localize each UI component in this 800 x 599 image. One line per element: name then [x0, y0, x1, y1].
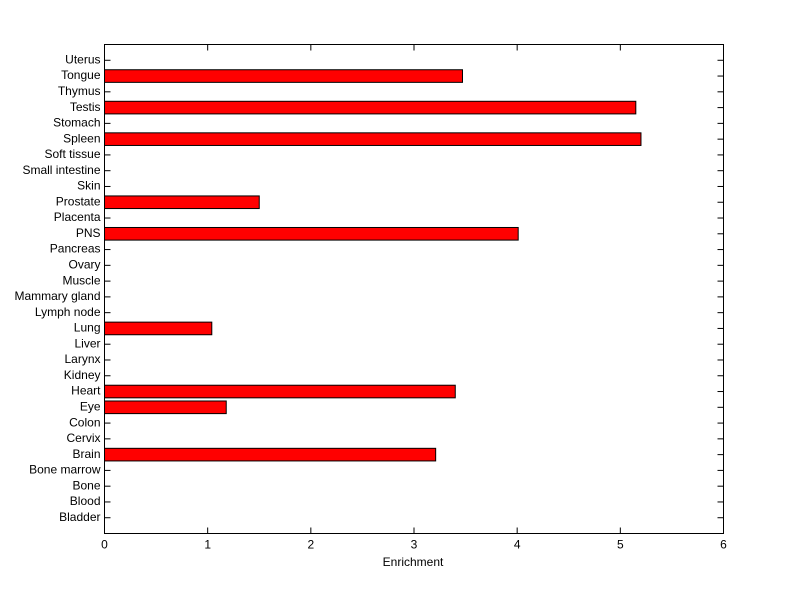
y-tick-label: Ovary — [68, 258, 100, 272]
bar — [104, 195, 260, 210]
y-tick-label: Mammary gland — [14, 289, 100, 303]
y-tick-label: Testis — [70, 100, 101, 114]
y-tick-label: Blood — [70, 494, 101, 508]
y-tick-label: Thymus — [58, 84, 101, 98]
x-axis-label: Enrichment — [383, 555, 444, 569]
x-tick-label: 4 — [514, 538, 521, 552]
y-tick-label: Bladder — [59, 510, 100, 524]
bar — [104, 447, 437, 462]
y-tick-label: Small intestine — [22, 163, 100, 177]
y-tick-label: Pancreas — [50, 242, 101, 256]
bar — [104, 69, 463, 83]
y-tick-label: Tongue — [61, 68, 101, 82]
y-tick-label: Colon — [69, 415, 100, 429]
y-tick-label: Spleen — [63, 131, 100, 145]
bar — [104, 226, 519, 241]
y-tick-label: Bone — [72, 478, 100, 492]
x-tick-label: 3 — [411, 538, 418, 552]
bar — [104, 132, 642, 146]
y-tick-label: Lymph node — [35, 305, 101, 319]
y-tick-label: Bone marrow — [29, 463, 101, 477]
y-tick-label: Soft tissue — [44, 147, 100, 161]
x-tick-label: 2 — [307, 538, 314, 552]
x-tick-label: 5 — [617, 538, 624, 552]
y-tick-label: Stomach — [53, 116, 100, 130]
y-tick-label: Prostate — [56, 194, 101, 208]
y-tick-label: Heart — [71, 384, 101, 398]
y-tick-label: Cervix — [66, 431, 100, 445]
bar — [104, 100, 637, 115]
y-tick-label: Eye — [80, 399, 101, 413]
bar — [104, 400, 227, 415]
y-tick-label: Skin — [77, 179, 100, 193]
bar — [104, 321, 213, 336]
y-tick-label: Kidney — [64, 368, 101, 382]
y-tick-label: PNS — [76, 226, 101, 240]
y-tick-label: Uterus — [65, 52, 100, 66]
y-tick-label: Brain — [72, 447, 100, 461]
y-tick-label: Lung — [74, 321, 101, 335]
y-tick-label: Placenta — [54, 210, 101, 224]
y-tick-label: Muscle — [62, 273, 100, 287]
x-tick-label: 6 — [720, 538, 727, 552]
x-tick-label: 0 — [101, 538, 108, 552]
x-tick-label: 1 — [204, 538, 211, 552]
y-tick-label: Larynx — [64, 352, 100, 366]
y-tick-label: Liver — [74, 336, 100, 350]
bar — [104, 384, 456, 399]
